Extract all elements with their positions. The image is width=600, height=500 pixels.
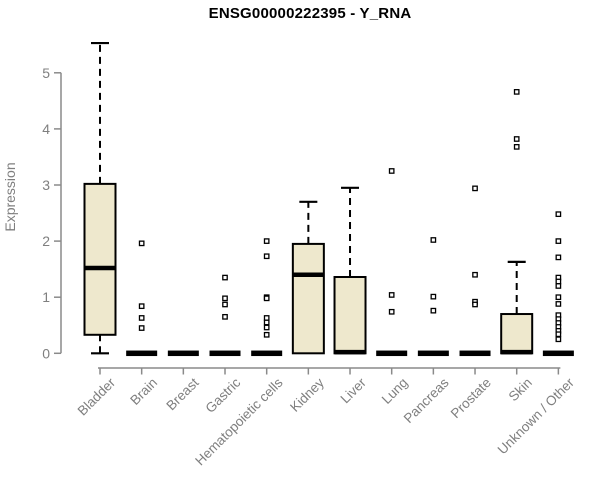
outlier-point <box>555 211 562 218</box>
outlier-point <box>430 293 437 300</box>
box-breast <box>167 350 199 357</box>
box-pancreas <box>417 350 449 357</box>
outlier-point <box>222 274 228 281</box>
outlier-point <box>555 336 562 343</box>
outlier-point <box>138 303 145 310</box>
outlier-point <box>138 240 145 247</box>
outlier-point <box>555 294 562 301</box>
outlier-point <box>472 185 478 192</box>
outlier-point <box>430 307 437 314</box>
box-liver <box>333 276 367 355</box>
outlier-point <box>555 283 562 289</box>
outlier-point <box>222 295 228 302</box>
outlier-point <box>472 271 478 278</box>
outlier-point <box>472 301 478 308</box>
outlier-point <box>513 144 520 150</box>
outlier-point <box>138 325 145 331</box>
outlier-point <box>555 254 562 261</box>
outlier-point <box>513 136 520 142</box>
y-tick-label: 1 <box>42 289 50 305</box>
box-hematopoietic-cells <box>251 350 283 357</box>
y-tick-label: 5 <box>42 65 50 81</box>
outlier-point <box>388 308 395 315</box>
outlier-point <box>263 331 270 338</box>
box-brain <box>126 350 158 357</box>
outlier-point <box>263 324 270 331</box>
outlier-point <box>263 319 270 326</box>
box-prostate <box>459 350 491 357</box>
outlier-point <box>138 315 145 321</box>
outlier-point <box>513 89 520 95</box>
outlier-point <box>222 301 228 308</box>
outlier-point <box>555 301 562 307</box>
outlier-point <box>263 315 270 321</box>
outlier-point <box>263 295 270 302</box>
box-bladder <box>83 182 117 336</box>
box-lung <box>376 350 408 357</box>
box-unknown-other <box>542 350 574 357</box>
outlier-point <box>555 331 562 338</box>
y-tick-label: 4 <box>42 121 50 137</box>
outlier-point <box>263 253 270 260</box>
chart-title: ENSG00000222395 - Y_RNA <box>208 5 412 22</box>
y-tick-label: 3 <box>42 177 50 193</box>
outlier-point <box>555 278 562 285</box>
box-kidney <box>291 242 325 355</box>
y-tick-label: 0 <box>42 345 50 361</box>
outlier-point <box>388 292 395 298</box>
outlier-point <box>555 238 562 244</box>
outlier-point <box>430 237 437 243</box>
box-skin <box>500 313 534 355</box>
outlier-point <box>222 313 228 320</box>
y-tick-label: 2 <box>42 233 50 249</box>
outlier-point <box>388 168 395 174</box>
box-gastric <box>209 350 241 357</box>
outlier-point <box>263 238 270 244</box>
